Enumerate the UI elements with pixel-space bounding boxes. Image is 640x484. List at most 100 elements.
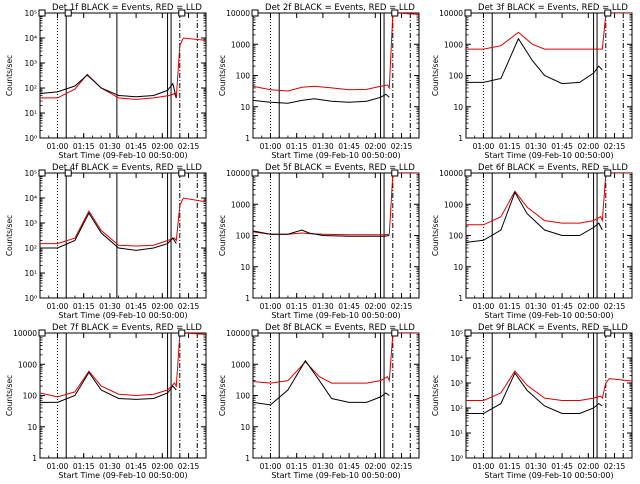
y-axis-label: Counts/sec [431,55,440,96]
time-marker-square [38,169,46,177]
series-line-events [40,371,177,403]
chart-title: Det 8f BLACK = Events, RED = LLD [265,323,415,333]
y-tick-label: 10 [240,263,250,272]
x-tick-label: 01:00 [47,462,69,471]
series-line-lld [253,173,419,236]
x-tick-label: 02:00 [365,142,387,151]
x-tick-label: 02:15 [604,142,626,151]
chart-title: Det 5f BLACK = Events, RED = LLD [265,163,415,173]
x-tick-label: 02:15 [391,142,413,151]
y-tick-label: 10⁴ [24,34,37,43]
y-axis-label: Counts/sec [5,55,14,96]
x-tick-label: 01:15 [499,302,521,311]
time-marker-square [178,169,186,177]
time-marker-square [38,9,46,17]
y-tick-label: 1 [245,134,250,143]
x-tick-label: 01:15 [73,462,95,471]
y-tick-label: 10 [453,103,463,112]
y-tick-label: 10² [24,244,37,253]
y-tick-label: 100 [236,392,251,401]
y-tick-label: 10000 [13,329,37,338]
x-tick-label: 02:00 [578,462,600,471]
y-tick-label: 10⁵ [24,9,37,18]
x-tick-label: 01:00 [47,302,69,311]
x-tick-label: 01:00 [473,462,495,471]
time-marker-square [604,169,612,177]
y-tick-label: 10³ [450,379,463,388]
x-tick-label: 01:30 [525,462,547,471]
time-marker-square [38,329,46,337]
y-tick-label: 100 [23,392,38,401]
plot-frame [39,12,207,139]
detector-panel-6: Det 6f BLACK = Events, RED = LLD 1 10 100 10… [426,160,639,320]
chart-title: Det 1f BLACK = Events, RED = LLD [52,3,202,13]
time-marker-square [604,9,612,17]
detector-panel-1: Det 1f BLACK = Events, RED = LLD 10⁰ 10¹ 10… [0,0,213,160]
detector-panel-4: Det 4f BLACK = Events, RED = LLD 10⁰ 10¹ 10… [0,160,213,320]
x-tick-label: 01:15 [499,462,521,471]
x-axis-label: Start Time (09-Feb-10 00:50:00) [271,471,400,480]
time-marker-square [464,169,472,177]
y-tick-label: 10³ [24,59,37,68]
y-axis-label: Counts/sec [5,375,14,416]
x-tick-label: 02:00 [578,142,600,151]
chart-title: Det 3f BLACK = Events, RED = LLD [478,3,628,13]
chart-title: Det 6f BLACK = Events, RED = LLD [478,163,628,173]
x-tick-label: 02:15 [178,462,200,471]
x-tick-label: 01:00 [47,142,69,151]
plot-frame [252,332,420,459]
time-marker-square [251,329,259,337]
x-axis-label: Start Time (09-Feb-10 00:50:00) [271,151,400,160]
series-line-lld [40,333,206,398]
y-tick-label: 1000 [444,200,463,209]
series-line-events [466,191,603,243]
chart-svg: Det 1f BLACK = Events, RED = LLD 10⁰ 10¹ 10… [5,3,207,160]
y-tick-label: 1000 [18,360,37,369]
series-line-events [40,212,177,251]
x-axis-label: Start Time (09-Feb-10 00:50:00) [271,311,400,320]
plot-frame [39,332,207,459]
x-axis-label: Start Time (09-Feb-10 00:50:00) [484,311,613,320]
time-marker-square [178,329,186,337]
x-tick-label: 01:00 [473,142,495,151]
x-tick-label: 02:15 [178,142,200,151]
x-tick-label: 01:45 [551,302,573,311]
x-tick-label: 02:15 [391,462,413,471]
y-tick-label: 10⁰ [450,454,463,463]
x-tick-label: 01:00 [260,142,282,151]
series-line-events [466,372,603,414]
time-marker-square [178,9,186,17]
y-tick-label: 10⁰ [24,294,37,303]
x-axis-label: Start Time (09-Feb-10 00:50:00) [484,471,613,480]
time-marker-square [391,9,399,17]
y-tick-label: 10¹ [450,429,463,438]
y-axis-label: Counts/sec [218,55,227,96]
y-tick-label: 10⁵ [24,169,37,178]
y-axis-label: Counts/sec [218,215,227,256]
time-marker-square [464,9,472,17]
y-tick-label: 10 [453,263,463,272]
x-tick-label: 02:15 [604,462,626,471]
y-tick-label: 1000 [231,360,250,369]
y-tick-label: 10 [240,103,250,112]
x-tick-label: 02:00 [365,462,387,471]
y-tick-label: 10000 [439,9,463,18]
detector-panel-7: Det 7f BLACK = Events, RED = LLD 1 10 100 10… [0,320,213,480]
y-tick-label: 1000 [444,40,463,49]
time-marker-square [604,329,612,337]
chart-svg: Det 7f BLACK = Events, RED = LLD 1 10 100 10… [5,323,207,480]
y-axis-label: Counts/sec [431,215,440,256]
series-line-events [253,93,390,104]
x-tick-label: 02:00 [578,302,600,311]
chart-svg: Det 6f BLACK = Events, RED = LLD 1 10 100 10… [431,163,633,320]
chart-title: Det 2f BLACK = Events, RED = LLD [265,3,415,13]
y-tick-label: 10 [240,423,250,432]
y-tick-label: 100 [449,72,464,81]
x-tick-label: 01:15 [286,142,308,151]
time-marker-square [64,9,72,17]
series-line-lld [253,333,419,384]
y-tick-label: 10 [27,423,37,432]
x-tick-label: 01:30 [99,462,121,471]
y-tick-label: 1 [458,134,463,143]
